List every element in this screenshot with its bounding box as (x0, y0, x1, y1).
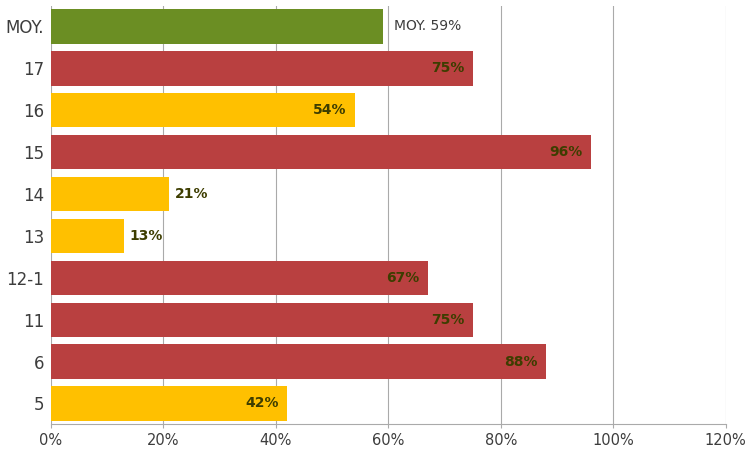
Text: 75%: 75% (431, 313, 464, 327)
Text: 21%: 21% (174, 187, 208, 201)
Bar (51, 302, 472, 337)
Text: 67%: 67% (386, 271, 419, 285)
Text: 88%: 88% (504, 355, 537, 369)
Bar (51, 10, 383, 44)
Bar (51, 261, 428, 295)
Text: 54%: 54% (313, 103, 346, 117)
Text: 42%: 42% (245, 396, 279, 410)
Bar (51, 135, 590, 169)
Text: 13%: 13% (129, 229, 163, 243)
Text: MOY. 59%: MOY. 59% (394, 20, 461, 34)
Bar (51, 93, 354, 128)
Bar (51, 219, 124, 253)
Text: 96%: 96% (549, 145, 582, 159)
Bar (51, 51, 472, 85)
Bar (51, 177, 169, 211)
Bar (51, 386, 287, 421)
Text: 75%: 75% (431, 61, 464, 75)
Bar (51, 345, 546, 379)
